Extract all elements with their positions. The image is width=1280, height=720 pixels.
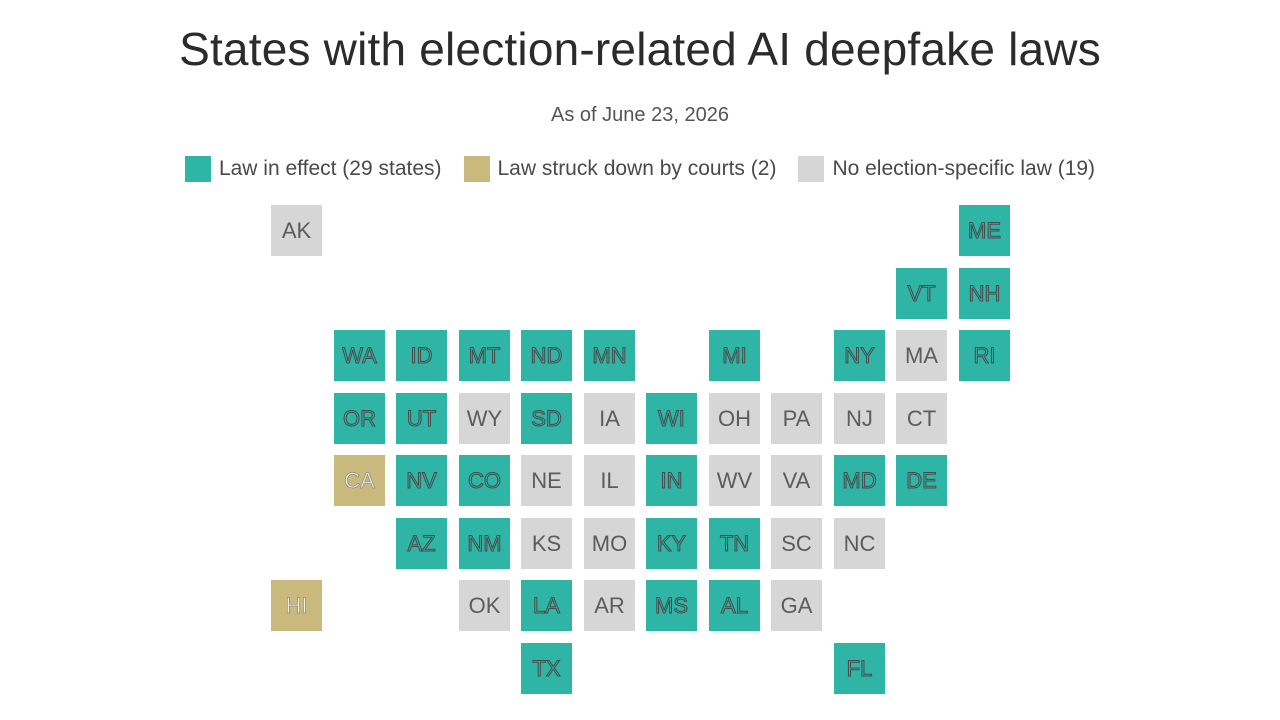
- state-tile-nd: ND: [521, 330, 572, 381]
- state-tile-fl: FL: [834, 643, 885, 694]
- state-tile-al: AL: [709, 580, 760, 631]
- state-tile-ri: RI: [959, 330, 1010, 381]
- state-tile-ms: MS: [646, 580, 697, 631]
- chart-title: States with election-related AI deepfake…: [179, 23, 1101, 75]
- state-tile-nj: NJ: [834, 393, 885, 444]
- state-tile-ne: NE: [521, 455, 572, 506]
- state-tile-wv: WV: [709, 455, 760, 506]
- state-tile-tx: TX: [521, 643, 572, 694]
- legend-item-effect: Law in effect (29 states): [184, 156, 442, 182]
- state-tile-il: IL: [584, 455, 635, 506]
- legend-item-none: No election-specific law (19): [798, 156, 1095, 182]
- legend-item-struck: Law struck down by courts (2): [463, 156, 777, 182]
- legend-swatch-effect: [184, 156, 211, 182]
- legend-label-none: No election-specific law (19): [832, 157, 1096, 180]
- legend-label-effect: Law in effect (29 states): [218, 157, 442, 180]
- state-tile-nv: NV: [396, 455, 447, 506]
- state-tile-nh: NH: [959, 268, 1010, 319]
- state-tile-mn: MN: [584, 330, 635, 381]
- state-tile-vt: VT: [896, 268, 947, 319]
- state-tile-ny: NY: [834, 330, 885, 381]
- state-tile-hi: HI: [271, 580, 322, 631]
- state-tile-ct: CT: [896, 393, 947, 444]
- state-tile-mt: MT: [459, 330, 510, 381]
- state-tile-in: IN: [646, 455, 697, 506]
- state-tile-ok: OK: [459, 580, 510, 631]
- state-tile-wy: WY: [459, 393, 510, 444]
- state-tile-ma: MA: [896, 330, 947, 381]
- state-tile-co: CO: [459, 455, 510, 506]
- state-tile-ar: AR: [584, 580, 635, 631]
- legend: Law in effect (29 states) Law struck dow…: [0, 156, 1280, 182]
- legend-label-struck: Law struck down by courts (2): [497, 157, 777, 180]
- state-tile-ky: KY: [646, 518, 697, 569]
- state-tile-ak: AK: [271, 205, 322, 256]
- state-tile-or: OR: [334, 393, 385, 444]
- state-tile-md: MD: [834, 455, 885, 506]
- state-tile-pa: PA: [771, 393, 822, 444]
- state-tile-nm: NM: [459, 518, 510, 569]
- state-tile-sc: SC: [771, 518, 822, 569]
- state-tile-mo: MO: [584, 518, 635, 569]
- state-tile-id: ID: [396, 330, 447, 381]
- state-tile-oh: OH: [709, 393, 760, 444]
- state-tile-ca: CA: [334, 455, 385, 506]
- state-tile-ia: IA: [584, 393, 635, 444]
- state-tile-wi: WI: [646, 393, 697, 444]
- legend-swatch-none: [798, 156, 825, 182]
- state-tile-mi: MI: [709, 330, 760, 381]
- state-tile-ga: GA: [771, 580, 822, 631]
- state-tile-va: VA: [771, 455, 822, 506]
- state-tile-me: ME: [959, 205, 1010, 256]
- state-tile-ks: KS: [521, 518, 572, 569]
- chart-subtitle: As of June 23, 2026: [551, 104, 729, 126]
- state-tile-tn: TN: [709, 518, 760, 569]
- state-tile-ut: UT: [396, 393, 447, 444]
- legend-swatch-struck: [463, 156, 490, 182]
- state-tile-de: DE: [896, 455, 947, 506]
- state-tile-sd: SD: [521, 393, 572, 444]
- state-tile-nc: NC: [834, 518, 885, 569]
- state-tile-wa: WA: [334, 330, 385, 381]
- state-tile-az: AZ: [396, 518, 447, 569]
- state-tile-la: LA: [521, 580, 572, 631]
